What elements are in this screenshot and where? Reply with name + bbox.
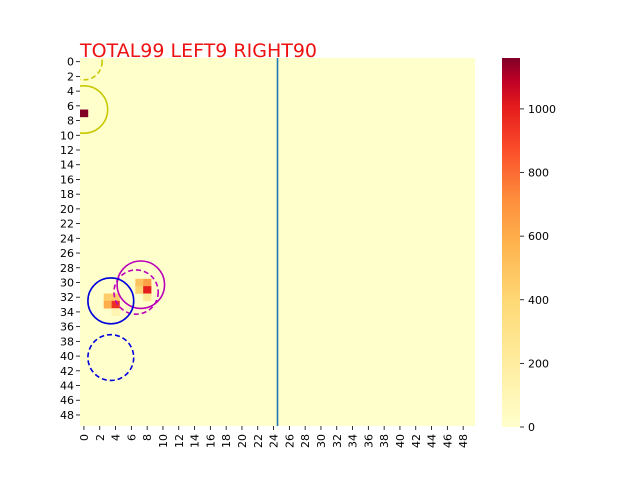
x-tick-label: 10: [157, 434, 170, 448]
y-axis-ticks: 0246810121416182022242628303234363840424…: [60, 56, 80, 422]
colorbar-ticks: 0 200 400 600 800 1000: [520, 103, 556, 434]
heatmap-cell: [103, 293, 112, 302]
x-tick-label: 46: [441, 434, 454, 448]
x-tick-label: 14: [189, 434, 202, 448]
x-tick-label: 34: [347, 434, 360, 448]
x-tick-label: 32: [331, 434, 344, 448]
heatmap-cell: [80, 109, 89, 118]
y-tick-label: 44: [60, 380, 74, 393]
circle-solid: [116, 260, 166, 310]
x-tick-label: 42: [410, 434, 423, 448]
circle-dashed: [113, 269, 160, 315]
circle-overlays: [80, 58, 166, 382]
y-tick-label: 40: [60, 350, 74, 363]
x-tick-label: 18: [220, 434, 233, 448]
colorbar-tick-label: 200: [528, 357, 549, 370]
heatmap-cell: [143, 293, 152, 302]
chart-title: TOTAL99 LEFT9 RIGHT90: [79, 40, 317, 62]
y-tick-label: 32: [60, 291, 74, 304]
y-tick-label: 4: [67, 85, 74, 98]
x-tick-label: 24: [268, 434, 281, 448]
x-tick-label: 12: [173, 434, 186, 448]
y-tick-label: 46: [60, 394, 74, 407]
y-tick-label: 2: [67, 70, 74, 83]
colorbar-tick-label: 400: [528, 294, 549, 307]
y-tick-label: 20: [60, 203, 74, 216]
y-tick-label: 48: [60, 409, 74, 422]
y-tick-label: 18: [60, 188, 74, 201]
circle-dashed: [87, 333, 135, 382]
y-tick-label: 10: [60, 129, 74, 142]
heatmap-cell: [135, 278, 144, 287]
y-tick-label: 36: [60, 321, 74, 334]
x-tick-label: 36: [362, 434, 375, 448]
x-tick-label: 28: [299, 434, 312, 448]
y-tick-label: 38: [60, 335, 74, 348]
x-tick-label: 0: [78, 434, 91, 441]
x-tick-label: 2: [94, 434, 107, 441]
colorbar-tick-label: 1000: [528, 103, 556, 116]
x-tick-label: 20: [236, 434, 249, 448]
circle-dashed: [80, 58, 103, 81]
x-tick-label: 38: [378, 434, 391, 448]
y-tick-label: 28: [60, 262, 74, 275]
heatmap-cells: [80, 109, 152, 316]
colorbar-tick-label: 600: [528, 230, 549, 243]
circle-solid: [80, 85, 109, 135]
x-tick-label: 16: [204, 434, 217, 448]
colorbar-tick-label: 800: [528, 167, 549, 180]
y-tick-label: 30: [60, 276, 74, 289]
x-tick-label: 6: [125, 434, 138, 441]
y-tick-label: 26: [60, 247, 74, 260]
heatmap-cell: [143, 286, 152, 294]
heatmap-cell: [111, 308, 120, 316]
y-tick-label: 6: [67, 100, 74, 113]
x-tick-label: 4: [110, 434, 123, 441]
heatmap-cell: [103, 300, 112, 309]
circle-solid: [87, 277, 135, 325]
colorbar-tick-label: 0: [528, 421, 535, 434]
y-tick-label: 34: [60, 306, 74, 319]
y-tick-label: 0: [67, 56, 74, 69]
heatmap-cell: [143, 278, 152, 287]
x-axis-ticks: 0 2 4 6 8 10 12 14 16 18 20 22 24 26 28 30 32 34 36 38 40 42 4…: [78, 426, 470, 448]
x-tick-label: 26: [283, 434, 296, 448]
x-tick-label: 48: [457, 434, 470, 448]
y-tick-label: 24: [60, 232, 74, 245]
x-tick-label: 22: [252, 434, 265, 448]
y-tick-label: 42: [60, 365, 74, 378]
heatmap-cell: [135, 286, 144, 294]
y-tick-label: 12: [60, 144, 74, 157]
y-tick-label: 22: [60, 218, 74, 231]
y-tick-label: 14: [60, 159, 74, 172]
x-tick-label: 40: [394, 434, 407, 448]
heatmap-cell: [111, 300, 120, 309]
x-tick-label: 8: [141, 434, 154, 441]
y-tick-label: 8: [67, 115, 74, 128]
x-tick-label: 44: [426, 434, 439, 448]
colorbar: [502, 58, 520, 427]
heatmap-cell: [111, 293, 120, 302]
x-tick-label: 30: [315, 434, 328, 448]
y-tick-label: 16: [60, 173, 74, 186]
